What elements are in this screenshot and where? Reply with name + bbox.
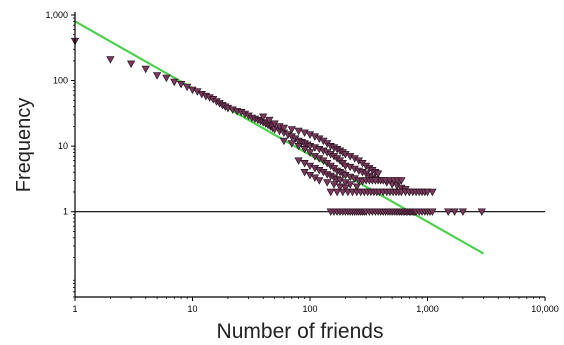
x-tick-label: 10,000 [531,304,559,314]
data-point [170,78,179,87]
y-tick-label: 100 [53,76,68,86]
data-point [279,137,289,146]
y-tick-label: 1 [63,207,68,217]
data-point [326,188,335,197]
data-point [259,113,268,122]
data-point [341,184,350,193]
data-point [294,157,303,165]
data-point [477,208,486,216]
data-point [162,74,171,83]
data-point [152,72,162,80]
y-tick-label: 10 [58,141,68,151]
x-axis-title: Number of friends [217,320,384,343]
x-tick-label: 1 [72,304,77,314]
y-tick-label: 1,000 [45,10,68,20]
data-point [428,188,437,197]
data-point [305,149,315,157]
x-tick-label: 10 [187,304,197,314]
data-point [294,127,303,136]
data-point [373,170,383,178]
data-point [294,143,303,151]
fit-line [74,20,485,255]
data-point [450,208,459,216]
marker-layer [70,37,486,216]
data-point [428,208,437,216]
data-point [287,140,296,148]
data-point [444,208,453,216]
data-point [106,56,115,64]
data-point [279,124,289,133]
data-point [397,177,406,185]
data-point [338,188,347,197]
data-point [141,65,150,74]
x-tick-label: 100 [302,304,317,314]
data-point [329,181,339,189]
data-point [335,177,345,185]
data-point [265,116,274,125]
data-point [371,177,380,185]
data-point [423,188,432,197]
fit-line-layer [74,20,485,255]
data-point [287,126,296,134]
x-tick-label: 1,000 [416,304,439,314]
y-axis-title: Frequency [13,98,35,193]
data-point [323,179,332,187]
data-point [458,208,468,216]
data-point [176,81,186,89]
data-point [126,60,136,69]
data-point [315,177,324,185]
tick-layer: 1 10 100 1,000 10,000 1 10 100 1,000 [45,10,558,314]
data-point [332,188,342,197]
data-point [352,183,361,192]
